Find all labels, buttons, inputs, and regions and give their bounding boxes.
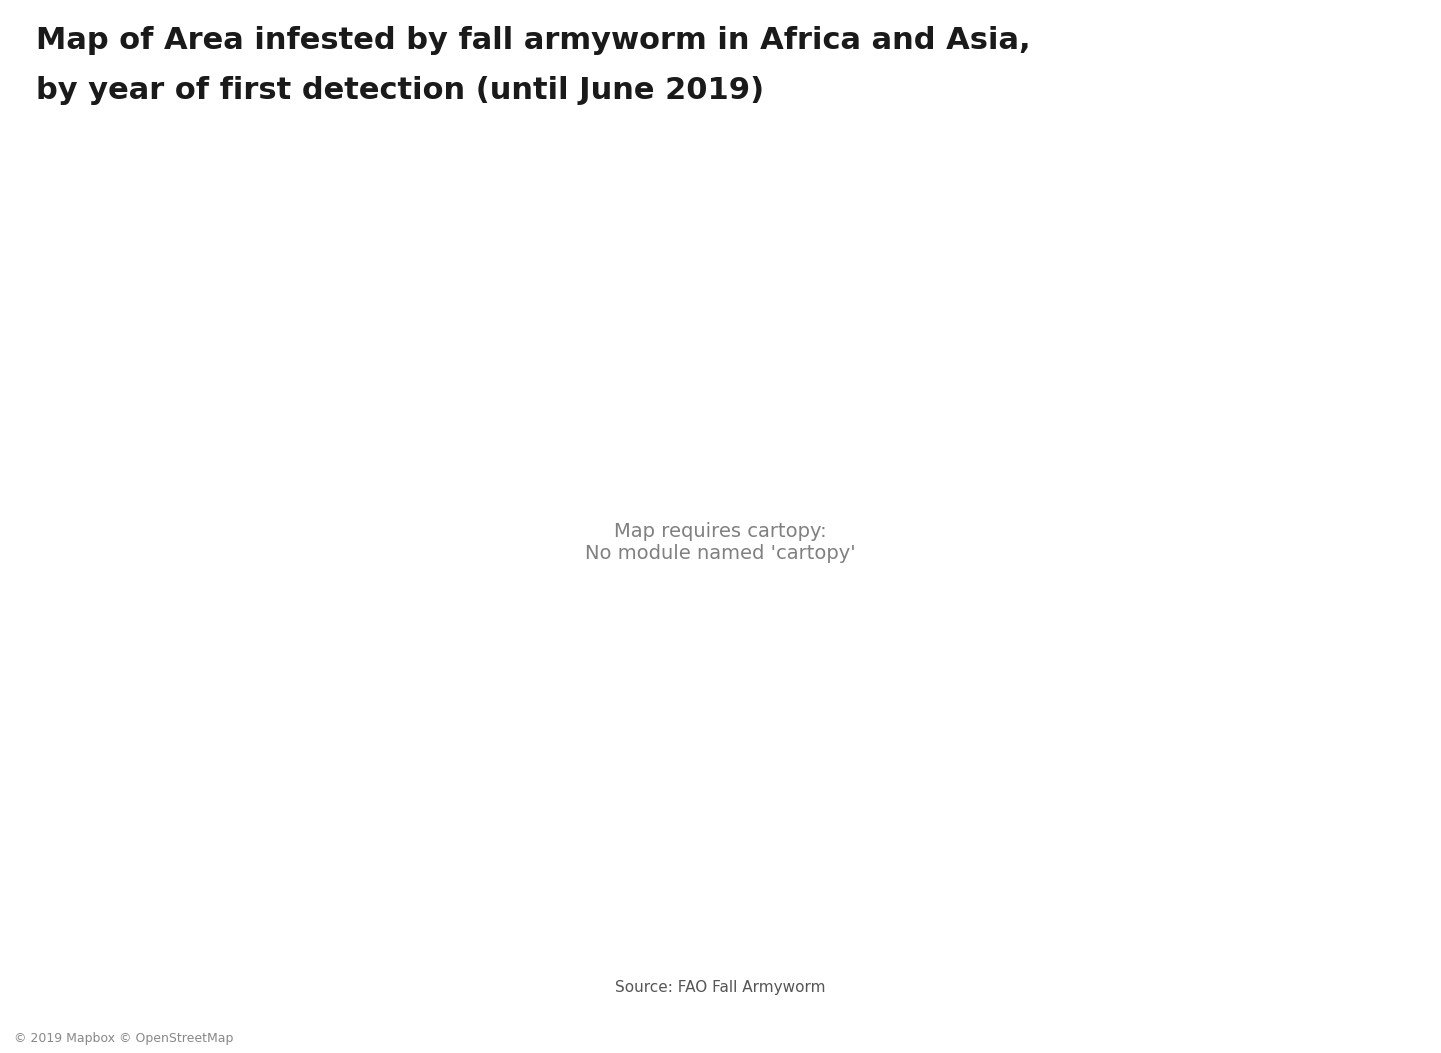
Text: Source: FAO Fall Armyworm: Source: FAO Fall Armyworm — [615, 980, 826, 995]
Text: by year of first detection (until June 2019): by year of first detection (until June 2… — [36, 76, 764, 105]
Text: Map of Area infested by fall armyworm in Africa and Asia,: Map of Area infested by fall armyworm in… — [36, 26, 1030, 56]
Text: Map requires cartopy:
No module named 'cartopy': Map requires cartopy: No module named 'c… — [585, 522, 856, 562]
Text: © 2019 Mapbox © OpenStreetMap: © 2019 Mapbox © OpenStreetMap — [14, 1032, 233, 1045]
